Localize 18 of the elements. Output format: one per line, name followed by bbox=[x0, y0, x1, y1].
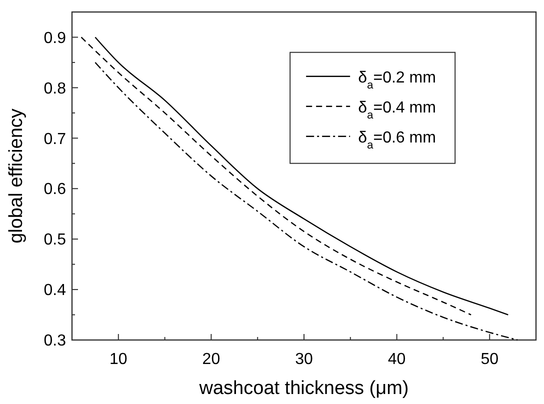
y-tick-label: 0.5 bbox=[44, 232, 66, 249]
x-tick-label: 40 bbox=[388, 351, 406, 368]
x-tick-label: 50 bbox=[480, 351, 499, 368]
line-series bbox=[94, 62, 518, 341]
x-tick-label: 30 bbox=[295, 351, 313, 368]
x-tick-label: 10 bbox=[110, 351, 128, 368]
legend-label: δ$_{a}$=0.2 mm bbox=[358, 69, 436, 92]
y-tick-label: 0.6 bbox=[44, 181, 66, 198]
y-tick-label: 0.3 bbox=[44, 332, 66, 350]
x-tick-label: 20 bbox=[202, 351, 220, 368]
y-tick-label: 0.4 bbox=[44, 282, 66, 300]
y-axis-title: global efficiency bbox=[6, 108, 27, 244]
y-tick-label: 0.7 bbox=[44, 130, 66, 148]
y-tick-label: 0.8 bbox=[44, 80, 66, 98]
y-tick-label: 0.9 bbox=[44, 30, 66, 47]
legend-label: δ$_{a}$=0.6 mm bbox=[358, 129, 436, 152]
legend-label: δ$_{a}$=0.4 mm bbox=[358, 99, 436, 122]
x-axis-title: washcoat thickness (μm) bbox=[198, 378, 409, 399]
